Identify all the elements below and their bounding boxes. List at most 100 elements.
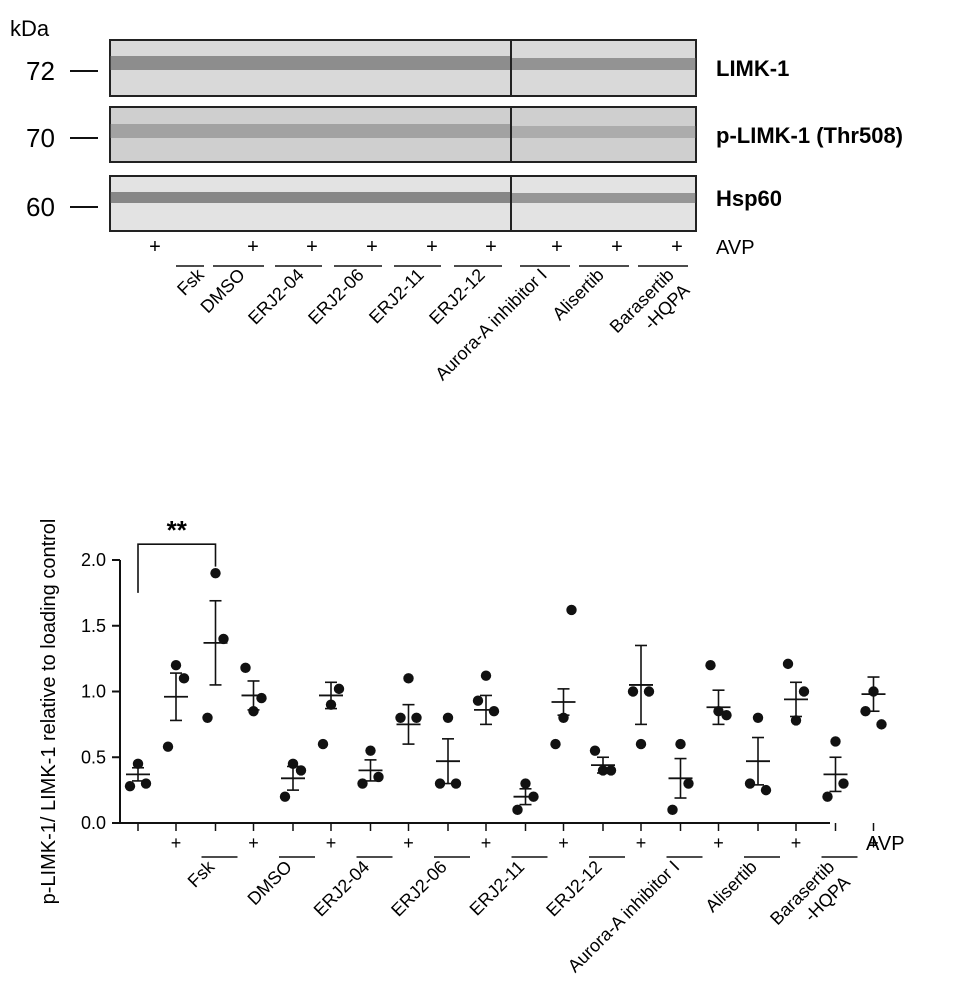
data-point bbox=[365, 745, 376, 756]
marker-60: 60 bbox=[26, 192, 55, 222]
y-tick-label: 1.0 bbox=[81, 682, 106, 702]
data-point bbox=[838, 778, 849, 789]
kda-label: kDa bbox=[10, 16, 50, 41]
blot-image-plimk1 bbox=[109, 106, 697, 163]
avp-plus: + bbox=[791, 833, 802, 853]
group-label: Fsk bbox=[184, 856, 219, 891]
data-point bbox=[744, 778, 756, 789]
scatter-plot: 0.0 0.5 1.0 1.5 2.0 p-LIMK-1/ LIMK-1 relative… bbox=[38, 515, 905, 976]
data-point bbox=[627, 686, 639, 697]
blot-lane-groups: FskDMSOERJ2-04ERJ2-06ERJ2-11ERJ2-12Auror… bbox=[173, 264, 693, 384]
data-point bbox=[798, 686, 810, 697]
data-point bbox=[178, 673, 190, 684]
avp-plus: + bbox=[558, 833, 569, 853]
data-point bbox=[822, 791, 833, 802]
data-point bbox=[210, 567, 221, 579]
data-point bbox=[279, 791, 291, 802]
data-point bbox=[643, 686, 655, 697]
blot-avp-plus: + bbox=[611, 236, 623, 258]
significance-bracket bbox=[137, 543, 217, 593]
data-point bbox=[566, 604, 577, 616]
blot-avp-plus: + bbox=[247, 236, 259, 258]
marker-70: 70 bbox=[26, 123, 55, 153]
data-point bbox=[132, 758, 144, 770]
blot-avp-label: AVP bbox=[716, 237, 755, 259]
data-point bbox=[395, 712, 406, 723]
blot-avp-plus: + bbox=[426, 236, 438, 258]
data-point bbox=[124, 780, 136, 792]
data-point bbox=[373, 771, 384, 783]
data-point bbox=[550, 738, 561, 750]
data-point bbox=[589, 745, 601, 756]
avp-plus: + bbox=[481, 833, 492, 853]
blot-group-label: Aurora-A inhibitor I bbox=[431, 265, 551, 385]
data-point bbox=[140, 778, 152, 789]
avp-plus: + bbox=[403, 833, 414, 853]
blot-image-hsp60 bbox=[109, 175, 697, 232]
blot-group-label: ERJ2-06 bbox=[304, 265, 368, 329]
avp-plus: + bbox=[326, 833, 337, 853]
group-label: ERJ2-11 bbox=[466, 857, 529, 920]
blot-avp-plus: + bbox=[366, 236, 378, 258]
data-point bbox=[256, 692, 267, 704]
data-point bbox=[488, 706, 500, 717]
blot-avp-plus: + bbox=[306, 236, 318, 258]
y-axis-title: p-LIMK-1/ LIMK-1 relative to loading con… bbox=[38, 519, 60, 905]
significance-label: ** bbox=[167, 515, 188, 545]
data-point bbox=[790, 715, 802, 726]
data-point bbox=[512, 804, 523, 816]
data-point bbox=[683, 778, 694, 789]
data-point bbox=[357, 778, 368, 789]
data-point bbox=[442, 712, 454, 723]
group-label: Alisertib bbox=[701, 857, 760, 916]
blot-group-label: ERJ2-04 bbox=[244, 265, 308, 329]
data-point bbox=[667, 804, 678, 816]
data-point bbox=[411, 712, 422, 723]
data-point bbox=[705, 660, 716, 671]
data-point bbox=[295, 765, 307, 776]
protein-label-plimk1: p-LIMK-1 (Thr508) bbox=[716, 123, 903, 148]
data-point bbox=[752, 712, 764, 723]
avp-plus: + bbox=[713, 833, 724, 853]
y-tick-label: 0.5 bbox=[81, 747, 106, 767]
data-point bbox=[675, 738, 686, 750]
blot-group-label: ERJ2-11 bbox=[365, 265, 428, 328]
data-point bbox=[721, 709, 732, 721]
group-label: ERJ2-04 bbox=[310, 857, 374, 921]
group-label: ERJ2-12 bbox=[542, 857, 606, 921]
data-point bbox=[202, 712, 213, 723]
data-point bbox=[317, 738, 329, 750]
data-point bbox=[760, 784, 772, 796]
avp-label: AVP bbox=[866, 833, 905, 855]
y-tick-label: 0.0 bbox=[81, 813, 106, 833]
group-label: ERJ2-06 bbox=[387, 857, 451, 921]
data-point bbox=[480, 670, 492, 681]
group-label: Barasertib-HQPA bbox=[766, 857, 854, 945]
blot-group-label: Alisertib bbox=[548, 265, 607, 324]
blot-panel-limk1: 72 LIMK-1 bbox=[26, 39, 789, 97]
protein-label-hsp60: Hsp60 bbox=[716, 186, 782, 211]
data-point bbox=[635, 738, 647, 750]
blot-panel-plimk1: 70 p-LIMK-1 (Thr508) bbox=[26, 106, 903, 163]
avp-plus: + bbox=[636, 833, 647, 853]
avp-plus: + bbox=[868, 833, 879, 853]
data-point bbox=[520, 778, 531, 789]
data-point bbox=[860, 706, 871, 717]
blot-panel-hsp60: 60 Hsp60 bbox=[26, 175, 782, 232]
avp-plus: + bbox=[171, 833, 182, 853]
data-point bbox=[605, 765, 617, 776]
data-point bbox=[162, 741, 174, 752]
y-tick-label: 2.0 bbox=[81, 550, 106, 570]
data-point bbox=[782, 658, 794, 670]
y-tick-label: 1.5 bbox=[81, 616, 106, 636]
protein-label-limk1: LIMK-1 bbox=[716, 56, 789, 81]
data-point bbox=[403, 673, 414, 684]
blot-group-label: Fsk bbox=[173, 264, 208, 299]
data-point bbox=[450, 778, 462, 789]
group-label: DMSO bbox=[244, 857, 296, 909]
data-point bbox=[876, 719, 887, 730]
data-point bbox=[830, 736, 841, 747]
data-point bbox=[434, 778, 446, 789]
data-point bbox=[218, 633, 229, 645]
